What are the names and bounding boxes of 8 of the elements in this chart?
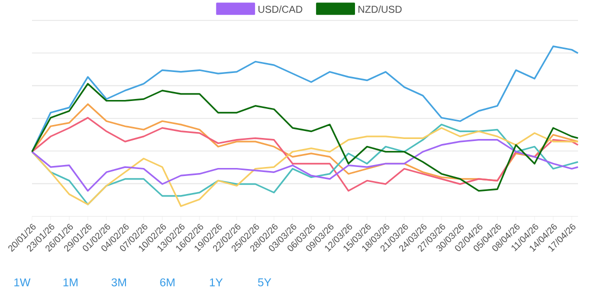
text: 5Y [258,278,272,286]
text: 1M [63,278,78,286]
text: 1Y [210,278,223,286]
text: 3M [112,278,126,286]
text: 6M [160,278,174,286]
text: 1W [14,278,30,286]
legend-label: USD/CAD [258,5,302,13]
legend-label: NZD/USD [358,5,402,13]
